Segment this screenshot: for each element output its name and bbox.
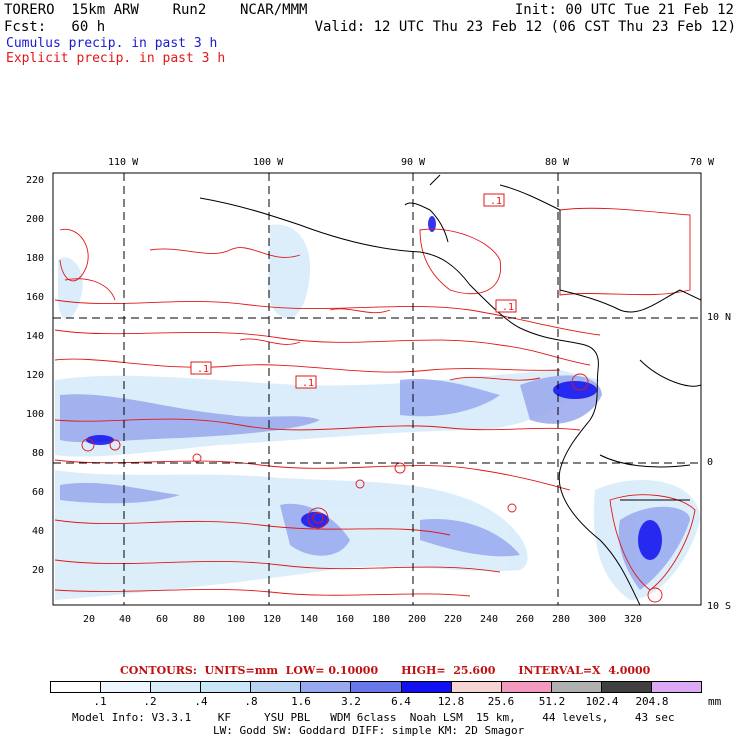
x-tick: 180 [372,614,391,625]
init-time: Init: 00 UTC Tue 21 Feb 12 [514,2,734,18]
colorbar-label: 25.6 [487,695,515,708]
contour-label: .1 [502,302,514,313]
colorbar-swatch [651,682,702,692]
contour-label: .1 [197,364,209,375]
x-tick: 220 [444,614,463,625]
physics-info: LW: Godd SW: Goddard DIFF: simple KM: 2D… [213,724,525,737]
colorbar-label: .2 [143,695,157,708]
colorbar-label: 6.4 [391,695,411,708]
x-tick: 280 [552,614,571,625]
legend-explicit: Explicit precip. in past 3 h [6,51,226,66]
y-tick: 100 [26,409,45,420]
colorbar-label: .1 [93,695,107,708]
model-info: Model Info: V3.3.1 KF YSU PBL WDM 6class… [72,711,675,724]
colorbar-unit: mm [708,695,722,708]
colorbar-label: 3.2 [341,695,361,708]
lon-label: 70 W [690,157,715,168]
contour-label: .1 [302,378,314,389]
y-tick: 220 [26,175,45,186]
colorbar-swatch [51,682,102,692]
legend-cumulus: Cumulus precip. in past 3 h [6,36,218,51]
colorbar-swatch [151,682,202,692]
contour-label: .1 [490,196,502,207]
lat-label: 0 [707,457,714,468]
x-tick: 320 [624,614,643,625]
colorbar-swatch [351,682,402,692]
y-tick: 140 [26,331,45,342]
x-tick: 240 [480,614,499,625]
valid-time: Valid: 12 UTC Thu 23 Feb 12 (06 CST Thu … [314,19,736,35]
x-tick: 80 [193,614,206,625]
lat-label: 10 S [707,601,732,612]
x-tick: 120 [263,614,282,625]
colorbar-swatch [101,682,152,692]
lon-label: 100 W [253,157,284,168]
run-title: TORERO 15km ARW Run2 NCAR/MMM [4,2,308,18]
y-tick: 160 [26,292,45,303]
y-tick: 20 [32,565,45,576]
x-tick: 200 [408,614,427,625]
contours-info: CONTOURS: UNITS=mm LOW= 0.10000 HIGH= 25… [120,664,651,677]
colorbar-label: 1.6 [291,695,311,708]
lon-label: 80 W [545,157,570,168]
y-tick: 40 [32,526,45,537]
colorbar-label: 102.4 [585,695,619,708]
lat-lon-grid [53,173,701,605]
colorbar-swatch [401,682,452,692]
colorbar-label: 204.8 [635,695,669,708]
y-tick: 80 [32,448,45,459]
colorbar-swatch [601,682,652,692]
forecast-hour: Fcst: 60 h [4,19,106,35]
colorbar-label: 12.8 [437,695,465,708]
y-tick: 60 [32,487,45,498]
x-tick: 20 [83,614,96,625]
colorbar-swatch [501,682,552,692]
colorbar-label: .4 [194,695,208,708]
y-tick: 180 [26,253,45,264]
x-tick: 40 [119,614,132,625]
map-frame [52,172,702,606]
lat-label: 10 N [707,312,732,323]
x-tick: 300 [588,614,607,625]
lon-label: 110 W [108,157,139,168]
lon-label: 90 W [401,157,426,168]
y-tick: 120 [26,370,45,381]
contour-label-boxes [190,193,517,389]
x-tick: 60 [156,614,169,625]
coastlines [199,174,701,605]
colorbar-label: .8 [244,695,258,708]
x-tick: 100 [227,614,246,625]
precip-colorbar [50,681,702,693]
colorbar-swatch [451,682,502,692]
colorbar-swatch [201,682,252,692]
x-tick: 260 [516,614,535,625]
colorbar-swatch [301,682,352,692]
colorbar-label: 51.2 [538,695,566,708]
y-tick: 200 [26,214,45,225]
colorbar-swatch [251,682,302,692]
colorbar-swatch [551,682,602,692]
x-tick: 140 [300,614,319,625]
x-tick: 160 [336,614,355,625]
